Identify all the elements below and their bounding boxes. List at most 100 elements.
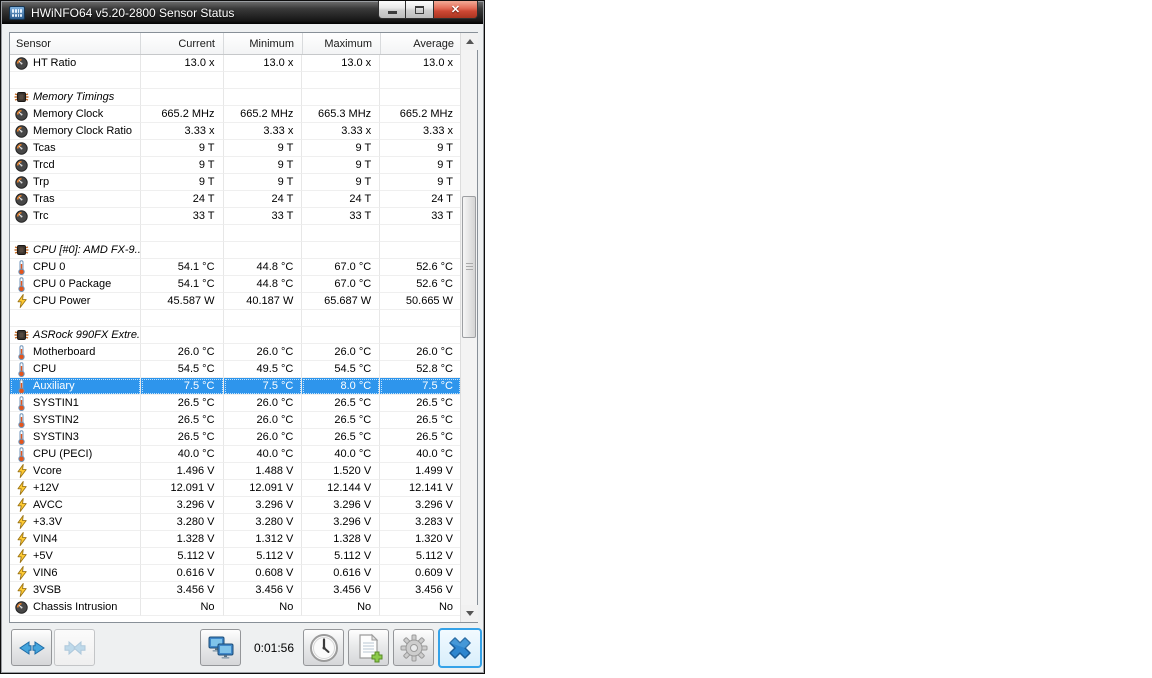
sensor-label: Chassis Intrusion bbox=[33, 601, 118, 613]
value-cell bbox=[140, 225, 224, 242]
report-button[interactable] bbox=[348, 629, 389, 666]
section-row[interactable]: CPU [#0]: AMD FX-9... bbox=[10, 242, 461, 259]
value-cell: 26.5 °C bbox=[302, 429, 381, 446]
value-cell: 1.328 V bbox=[140, 531, 224, 548]
sensor-row[interactable]: SYSTIN3 26.5 °C 26.0 °C 26.5 °C 26.5 °C bbox=[10, 429, 461, 446]
value-cell: 9 T bbox=[140, 174, 224, 191]
app-icon bbox=[9, 6, 25, 20]
sensor-row[interactable]: +3.3V 3.280 V 3.280 V 3.296 V 3.283 V bbox=[10, 514, 461, 531]
value-cell: 26.0 °C bbox=[302, 344, 381, 361]
table-header: Sensor Current Minimum Maximum Average bbox=[10, 33, 477, 55]
sensor-row[interactable]: Memory Clock Ratio 3.33 x 3.33 x 3.33 x 3.33… bbox=[10, 123, 461, 140]
section-row[interactable]: ASRock 990FX Extre... bbox=[10, 327, 461, 344]
value-cell: 26.5 °C bbox=[380, 395, 461, 412]
voltage-icon bbox=[14, 498, 29, 513]
logging-button[interactable] bbox=[303, 629, 344, 666]
value-cell: 665.2 MHz bbox=[380, 106, 461, 123]
value-cell: 65.687 W bbox=[302, 293, 381, 310]
value-cell: 5.112 V bbox=[223, 548, 303, 565]
sensor-row[interactable]: Motherboard 26.0 °C 26.0 °C 26.0 °C 26.0 °C bbox=[10, 344, 461, 361]
value-cell: 54.1 °C bbox=[140, 276, 224, 293]
sensor-row[interactable]: AVCC 3.296 V 3.296 V 3.296 V 3.296 V bbox=[10, 497, 461, 514]
vertical-scrollbar[interactable] bbox=[460, 33, 478, 622]
sensor-row[interactable]: +5V 5.112 V 5.112 V 5.112 V 5.112 V bbox=[10, 548, 461, 565]
value-cell bbox=[140, 327, 224, 344]
value-cell: 49.5 °C bbox=[223, 361, 303, 378]
voltage-icon bbox=[14, 566, 29, 581]
monitors-icon bbox=[208, 636, 233, 659]
value-cell bbox=[223, 310, 303, 327]
sensor-label: Trc bbox=[33, 210, 49, 222]
sensor-row[interactable]: CPU Power 45.587 W 40.187 W 65.687 W 50.665 … bbox=[10, 293, 461, 310]
value-cell: 33 T bbox=[302, 208, 381, 225]
sensor-row[interactable]: VIN4 1.328 V 1.312 V 1.328 V 1.320 V bbox=[10, 531, 461, 548]
scrollbar-thumb[interactable] bbox=[462, 196, 476, 338]
value-cell: 3.33 x bbox=[380, 123, 461, 140]
value-cell: No bbox=[380, 599, 461, 616]
value-cell: 33 T bbox=[223, 208, 303, 225]
sensor-row[interactable]: Memory Clock 665.2 MHz 665.2 MHz 665.3 MHz 6… bbox=[10, 106, 461, 123]
value-cell bbox=[223, 225, 303, 242]
value-cell: 40.0 °C bbox=[140, 446, 224, 463]
scroll-up-button[interactable] bbox=[461, 33, 478, 50]
section-row[interactable]: Memory Timings bbox=[10, 89, 461, 106]
value-cell: 7.5 °C bbox=[380, 378, 461, 395]
column-header-average[interactable]: Average bbox=[413, 37, 454, 50]
sensor-label: Motherboard bbox=[33, 346, 96, 358]
value-cell: 12.141 V bbox=[380, 480, 461, 497]
sensor-row[interactable]: VIN6 0.616 V 0.608 V 0.616 V 0.609 V bbox=[10, 565, 461, 582]
settings-button[interactable] bbox=[393, 629, 434, 666]
sensor-row[interactable]: 3VSB 3.456 V 3.456 V 3.456 V 3.456 V bbox=[10, 582, 461, 599]
sensor-label: +5V bbox=[33, 550, 53, 562]
remote-monitoring-button[interactable] bbox=[200, 629, 241, 666]
collapse-columns-button bbox=[54, 629, 95, 666]
sensor-label: SYSTIN1 bbox=[33, 397, 79, 409]
value-cell: 54.1 °C bbox=[140, 259, 224, 276]
sensor-row[interactable]: CPU (PECI) 40.0 °C 40.0 °C 40.0 °C 40.0 °C bbox=[10, 446, 461, 463]
value-cell: 9 T bbox=[380, 174, 461, 191]
column-header-current[interactable]: Current bbox=[141, 33, 224, 54]
sensor-row[interactable]: Tras 24 T 24 T 24 T 24 T bbox=[10, 191, 461, 208]
column-header-minimum[interactable]: Minimum bbox=[224, 33, 303, 54]
minimize-icon bbox=[387, 11, 397, 14]
expand-columns-button[interactable] bbox=[11, 629, 52, 666]
voltage-icon bbox=[14, 549, 29, 564]
sensor-row[interactable]: SYSTIN1 26.5 °C 26.0 °C 26.5 °C 26.5 °C bbox=[10, 395, 461, 412]
sensor-label: CPU (PECI) bbox=[33, 448, 93, 460]
column-header-sensor[interactable]: Sensor bbox=[10, 33, 141, 54]
scroll-down-button[interactable] bbox=[461, 605, 478, 622]
sensor-label: HT Ratio bbox=[33, 57, 77, 69]
value-cell bbox=[380, 89, 461, 106]
title-bar[interactable]: HWiNFO64 v5.20-2800 Sensor Status bbox=[2, 2, 483, 24]
close-sensors-button[interactable] bbox=[438, 628, 482, 668]
value-cell: 9 T bbox=[223, 140, 303, 157]
sensor-row[interactable]: CPU 0 54.1 °C 44.8 °C 67.0 °C 52.6 °C bbox=[10, 259, 461, 276]
value-cell: 26.5 °C bbox=[140, 429, 224, 446]
sensor-row[interactable]: HT Ratio 13.0 x 13.0 x 13.0 x 13.0 x bbox=[10, 55, 461, 72]
value-cell: 3.296 V bbox=[380, 497, 461, 514]
value-cell: 1.320 V bbox=[380, 531, 461, 548]
sensor-row[interactable]: Chassis Intrusion No No No No bbox=[10, 599, 461, 616]
elapsed-timer: 0:01:56 bbox=[253, 640, 295, 655]
sensor-label: CPU [#0]: AMD FX-9... bbox=[33, 244, 141, 256]
column-header-maximum[interactable]: Maximum bbox=[303, 33, 381, 54]
sensor-label: Trp bbox=[33, 176, 50, 188]
minimize-button[interactable] bbox=[378, 1, 406, 19]
sensor-row[interactable]: Auxiliary 7.5 °C 7.5 °C 8.0 °C 7.5 °C bbox=[10, 378, 461, 395]
sensor-row[interactable]: SYSTIN2 26.5 °C 26.0 °C 26.5 °C 26.5 °C bbox=[10, 412, 461, 429]
sensor-row[interactable]: CPU 0 Package 54.1 °C 44.8 °C 67.0 °C 52.6 °… bbox=[10, 276, 461, 293]
close-button[interactable]: ✕ bbox=[433, 1, 478, 19]
maximize-button[interactable] bbox=[406, 1, 433, 19]
sensor-row[interactable]: CPU 54.5 °C 49.5 °C 54.5 °C 52.8 °C bbox=[10, 361, 461, 378]
value-cell: 9 T bbox=[302, 157, 381, 174]
sensor-row[interactable]: Trc 33 T 33 T 33 T 33 T bbox=[10, 208, 461, 225]
sensor-label: Tcas bbox=[33, 142, 56, 154]
value-cell: 0.616 V bbox=[302, 565, 381, 582]
value-cell bbox=[223, 72, 303, 89]
value-cell: 26.5 °C bbox=[140, 412, 224, 429]
sensor-row[interactable]: +12V 12.091 V 12.091 V 12.144 V 12.141 V bbox=[10, 480, 461, 497]
sensor-row[interactable]: Vcore 1.496 V 1.488 V 1.520 V 1.499 V bbox=[10, 463, 461, 480]
